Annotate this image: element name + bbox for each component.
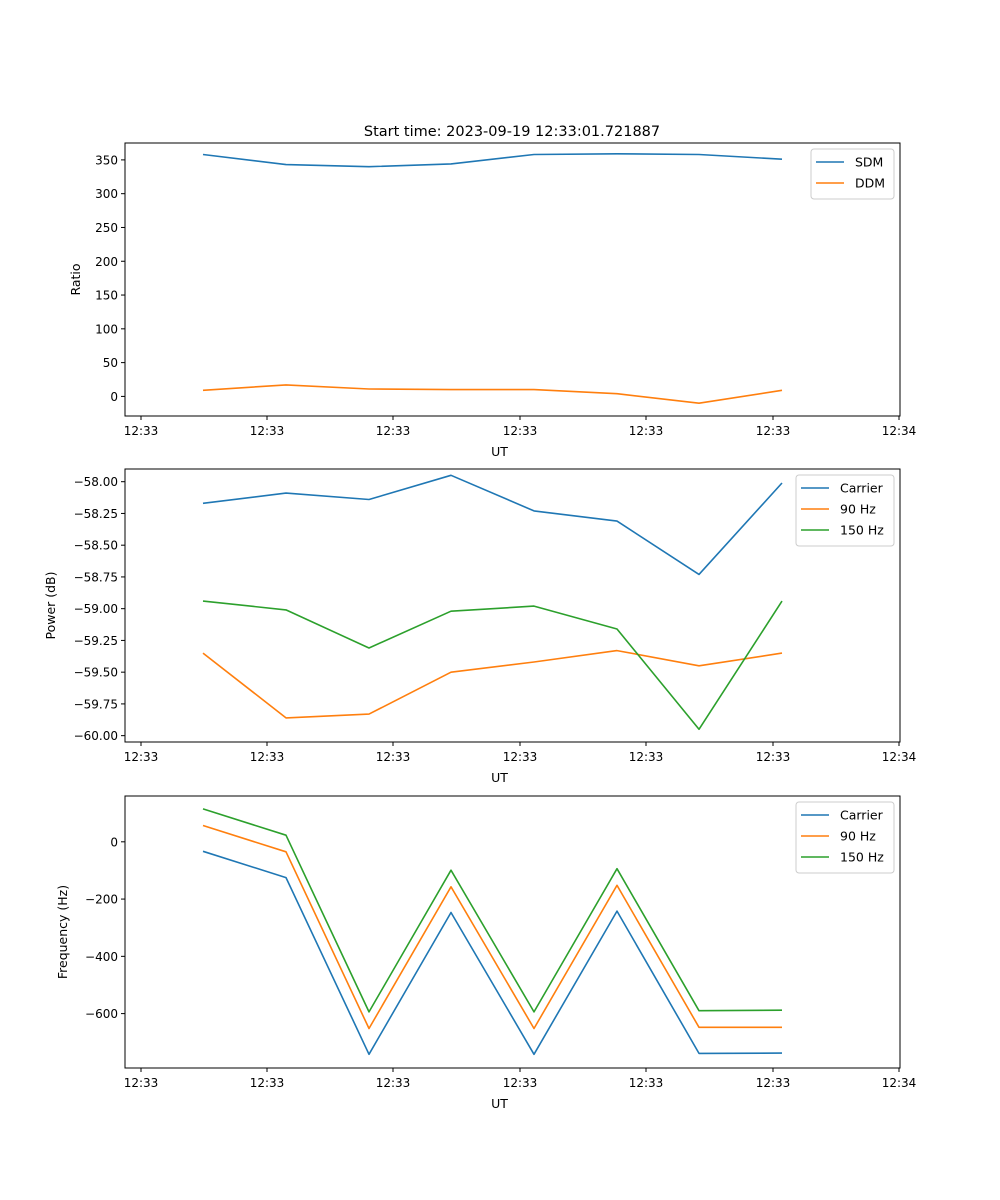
legend-label: SDM [855, 155, 883, 170]
series-line-90-hz [202, 649, 783, 719]
x-tick-label: 12:33 [629, 750, 664, 764]
axes-frame [124, 468, 901, 743]
legend-label: 90 Hz [840, 502, 876, 517]
y-tick-label: 50 [103, 356, 118, 370]
axes-frame [124, 795, 901, 1069]
legend-label: DDM [855, 176, 885, 191]
legend-label: Carrier [840, 808, 884, 823]
legend-box [795, 474, 895, 547]
y-tick-label: −58.00 [74, 475, 118, 489]
series-line-carrier [202, 850, 783, 1056]
x-axis-label: UT [491, 444, 508, 459]
y-tick-label: −400 [85, 950, 118, 964]
y-tick-label: 200 [95, 255, 118, 269]
x-tick-label: 12:34 [882, 424, 917, 438]
legend-label: Carrier [840, 481, 884, 496]
y-tick-label: −60.00 [74, 729, 118, 743]
legend-label: 150 Hz [840, 850, 884, 865]
y-tick-label: −200 [85, 893, 118, 907]
y-axis-label: Frequency (Hz) [55, 885, 70, 979]
y-tick-label: 250 [95, 221, 118, 235]
x-tick-label: 12:33 [124, 424, 159, 438]
y-tick-label: −58.25 [74, 507, 118, 521]
series-line-90-hz [202, 824, 782, 1030]
y-tick-label: 0 [110, 835, 118, 849]
y-axis-label: Power (dB) [43, 571, 58, 639]
x-tick-label: 12:33 [124, 1076, 159, 1090]
series-line-sdm [202, 153, 783, 168]
y-tick-label: 0 [110, 390, 118, 404]
x-tick-label: 12:33 [503, 750, 538, 764]
y-tick-label: 100 [95, 322, 118, 336]
x-tick-label: 12:34 [882, 750, 917, 764]
x-tick-label: 12:33 [629, 424, 664, 438]
x-tick-label: 12:33 [503, 424, 538, 438]
legend: Carrier 90 Hz 150 Hz [795, 801, 895, 874]
figure-title: Start time: 2023-09-19 12:33:01.721887 [364, 124, 660, 140]
x-tick-label: 12:33 [250, 424, 285, 438]
legend: Carrier 90 Hz 150 Hz [795, 474, 895, 547]
x-tick-label: 12:33 [250, 750, 285, 764]
x-tick-label: 12:33 [756, 1076, 791, 1090]
legend-box [795, 801, 895, 874]
x-tick-label: 12:33 [124, 750, 159, 764]
y-tick-label: −58.50 [74, 539, 118, 553]
series-line-150-hz [202, 808, 783, 1013]
y-tick-label: −58.75 [74, 570, 118, 584]
panel-1: 12:33 12:33 12:33 12:33 12:33 12:33 12:34 UT 0 50… [68, 142, 917, 459]
panel-3: 12:33 12:33 12:33 12:33 12:33 12:33 12:34 UT 0 −2… [55, 795, 917, 1111]
series-line-150-hz [202, 600, 783, 731]
x-tick-label: 12:33 [250, 1076, 285, 1090]
y-tick-label: −59.75 [74, 697, 118, 711]
legend: SDM DDM [810, 148, 895, 200]
y-tick-label: −59.00 [74, 602, 118, 616]
x-tick-label: 12:33 [503, 1076, 538, 1090]
x-tick-label: 12:33 [376, 1076, 411, 1090]
y-tick-label: −600 [85, 1007, 118, 1021]
x-tick-label: 12:33 [376, 424, 411, 438]
x-tick-label: 12:34 [882, 1076, 917, 1090]
series-line-carrier [202, 474, 783, 576]
y-tick-label: 150 [95, 289, 118, 303]
x-axis-label: UT [491, 1096, 508, 1111]
axes-frame [124, 142, 901, 417]
x-tick-label: 12:33 [756, 424, 791, 438]
legend-label: 150 Hz [840, 523, 884, 538]
x-tick-label: 12:33 [376, 750, 411, 764]
y-tick-label: 350 [95, 153, 118, 167]
y-tick-label: 300 [95, 187, 118, 201]
x-tick-label: 12:33 [756, 750, 791, 764]
x-axis-label: UT [491, 770, 508, 785]
x-tick-label: 12:33 [629, 1076, 664, 1090]
y-axis-label: Ratio [68, 263, 83, 295]
panel-2: 12:33 12:33 12:33 12:33 12:33 12:33 12:34 UT −58… [43, 468, 917, 785]
y-tick-label: −59.50 [74, 666, 118, 680]
y-tick-label: −59.25 [74, 634, 118, 648]
legend-label: 90 Hz [840, 829, 876, 844]
series-line-ddm [202, 384, 783, 405]
panels: 12:33 12:33 12:33 12:33 12:33 12:33 12:34 UT 0 50… [43, 142, 917, 1111]
